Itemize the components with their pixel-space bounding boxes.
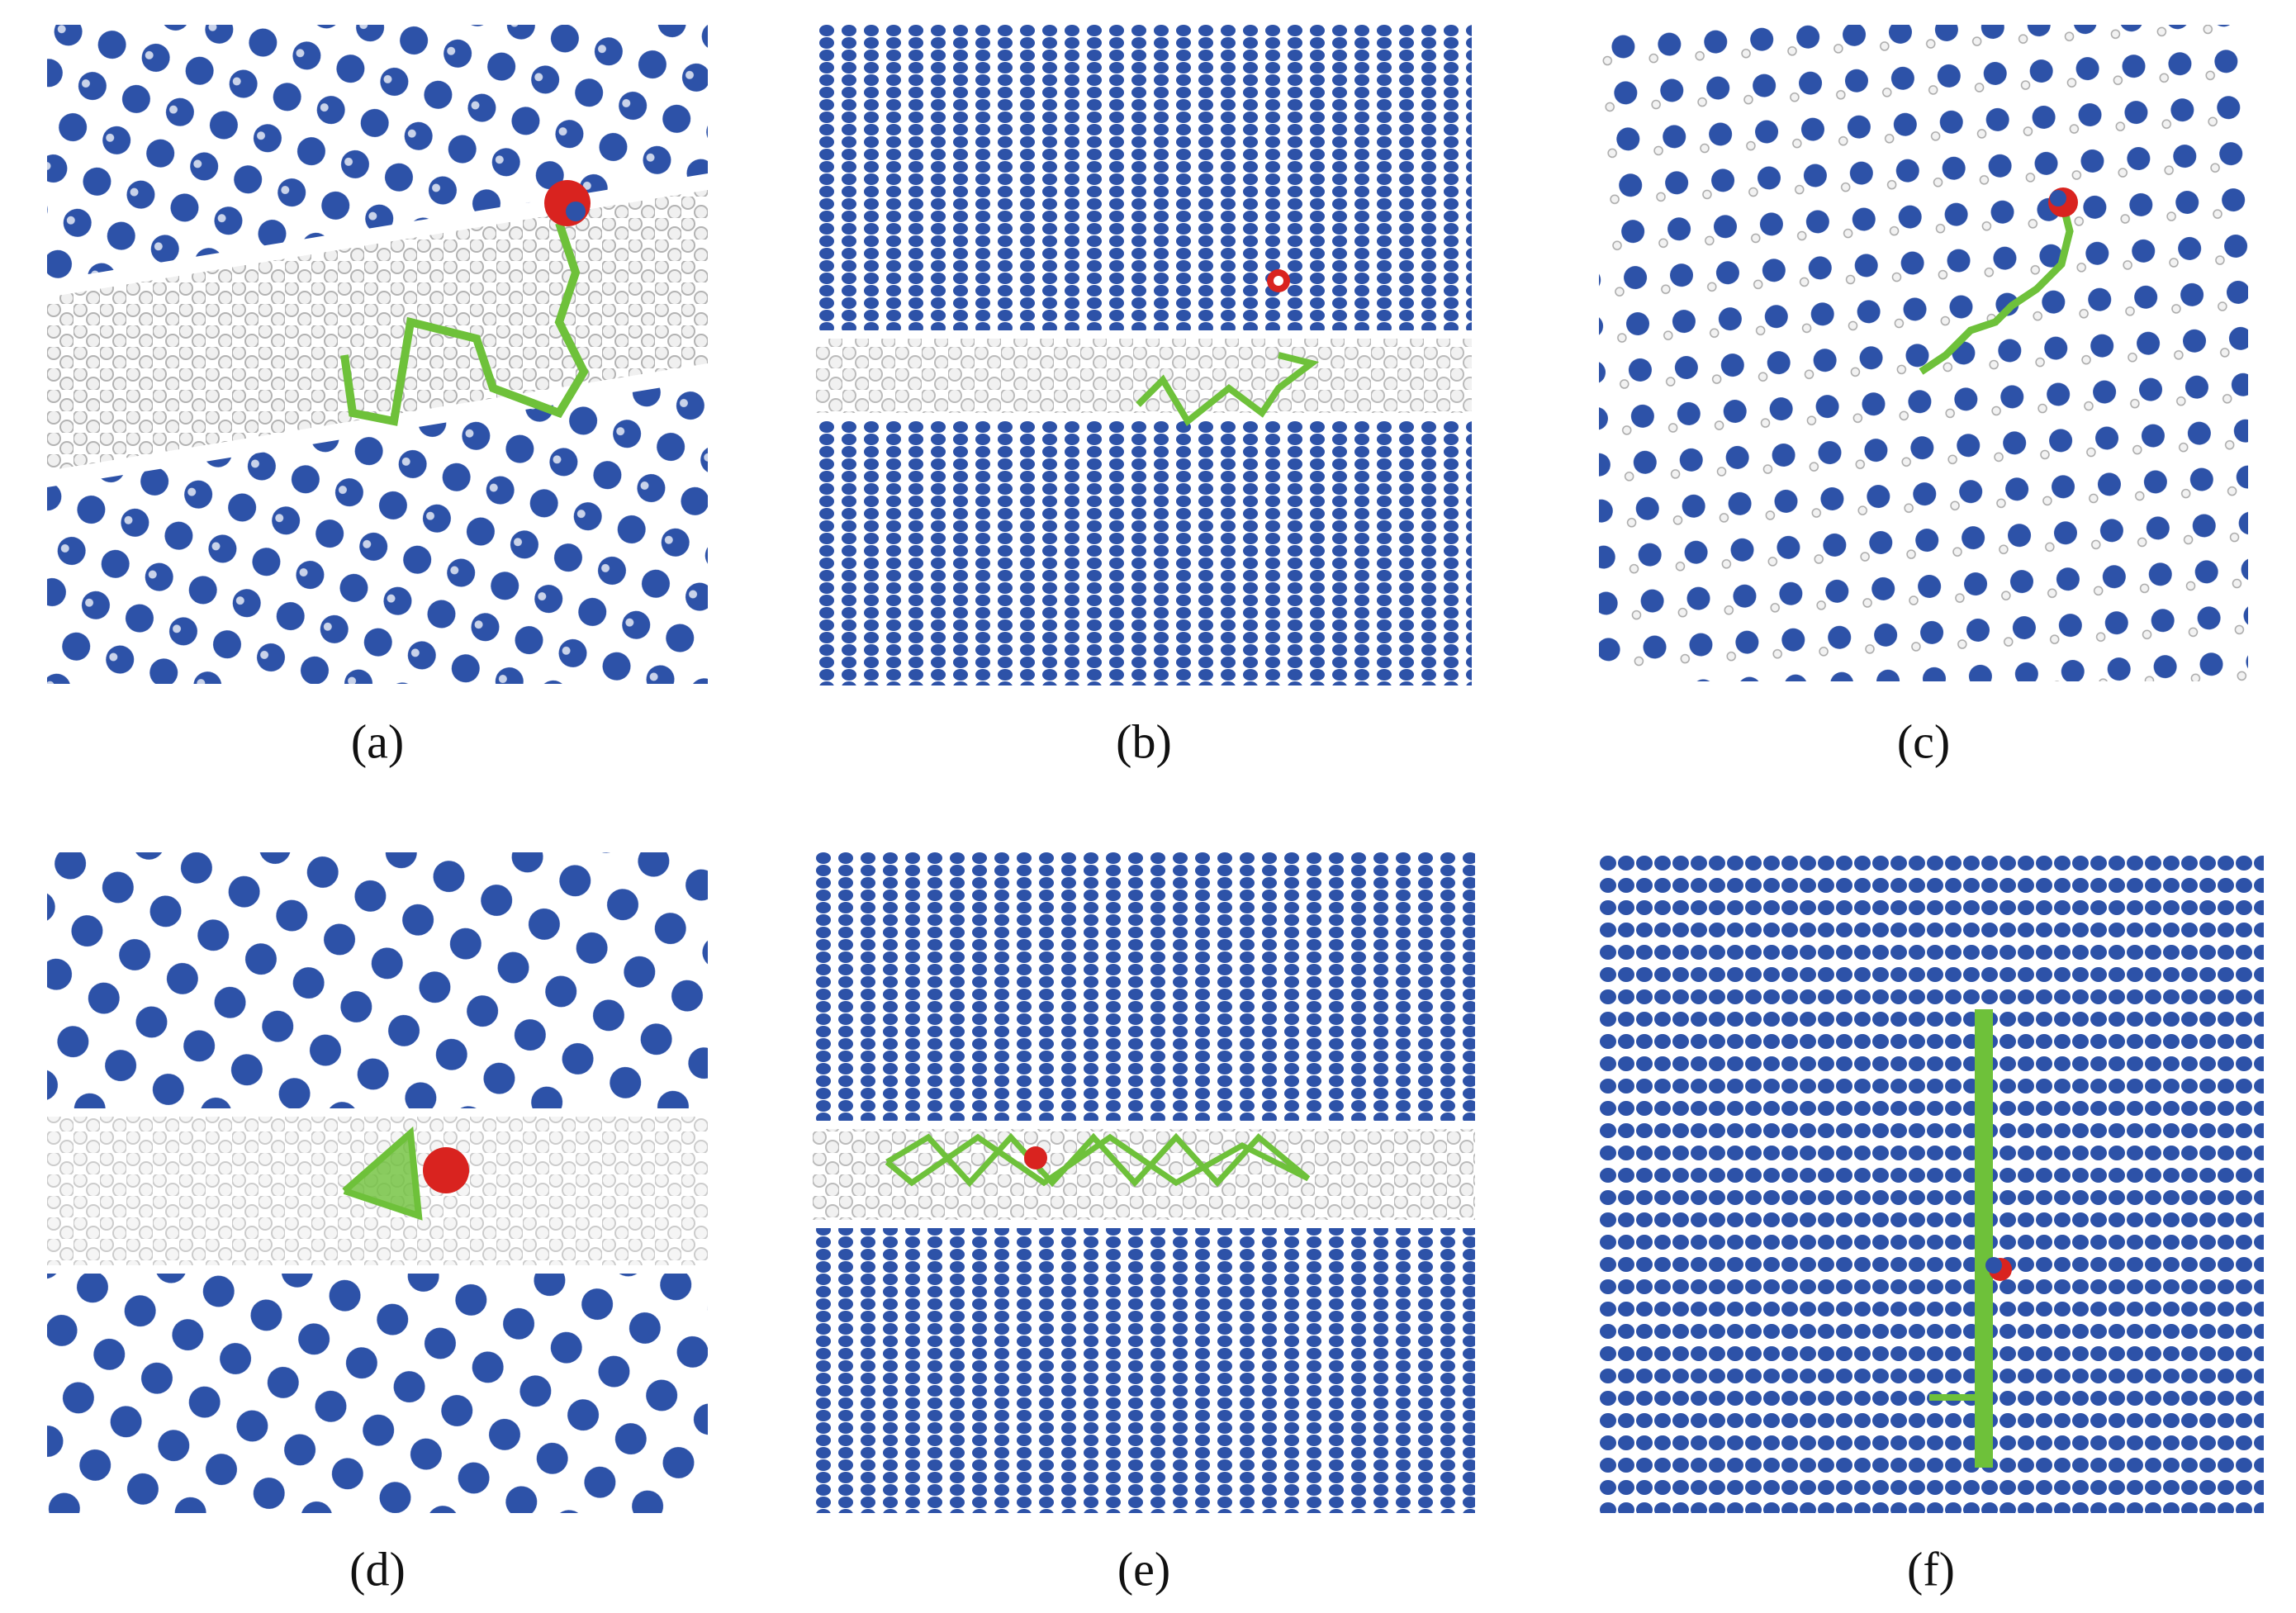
panel-label: (f) bbox=[1907, 1542, 1955, 1596]
panel-a bbox=[47, 25, 708, 684]
panel-label: (c) bbox=[1897, 714, 1950, 768]
panel-label: (a) bbox=[351, 714, 404, 768]
panel-f bbox=[1599, 852, 2264, 1513]
panel-label: (d) bbox=[349, 1542, 406, 1596]
panel-c bbox=[1599, 25, 2248, 681]
panel-d bbox=[47, 852, 708, 1513]
panel-label: (b) bbox=[1116, 714, 1172, 768]
panel-b bbox=[816, 25, 1472, 686]
panel-e bbox=[813, 852, 1475, 1513]
panel-label: (e) bbox=[1117, 1542, 1170, 1596]
